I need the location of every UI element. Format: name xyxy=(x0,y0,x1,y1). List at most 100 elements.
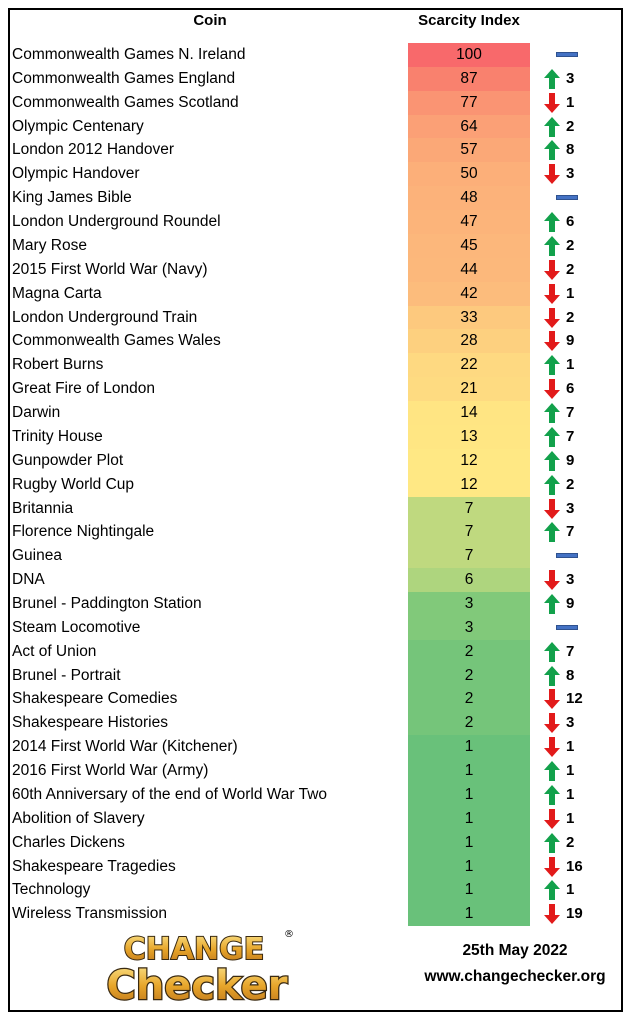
rank-change-value: 1 xyxy=(566,738,575,756)
scarcity-index-value: 3 xyxy=(408,592,530,616)
rank-change-value: 2 xyxy=(566,260,575,278)
table-row: Mary Rose 45 2 xyxy=(10,233,621,258)
scarcity-index-value: 1 xyxy=(408,830,530,855)
up-arrow-icon xyxy=(544,403,560,424)
table-row: Act of Union 2 7 xyxy=(10,639,621,664)
table-row: Olympic Centenary 64 2 xyxy=(10,114,621,139)
report-date: 25th May 2022 xyxy=(462,942,568,959)
table-row: Steam Locomotive 3 xyxy=(10,615,621,640)
table-row: London Underground Train 33 2 xyxy=(10,305,621,330)
table-row: 2016 First World War (Army) 1 1 xyxy=(10,759,621,783)
coin-column-header: Coin xyxy=(193,12,227,29)
table-row: 60th Anniversary of the end of World War… xyxy=(10,782,621,807)
up-arrow-icon xyxy=(544,68,560,89)
logo-line1: CHANGE xyxy=(124,932,265,967)
scarcity-index-value: 1 xyxy=(408,902,530,927)
down-arrow-icon xyxy=(544,259,560,280)
up-arrow-icon xyxy=(544,212,560,233)
rank-change-value: 9 xyxy=(566,451,575,469)
up-arrow-icon xyxy=(544,474,560,495)
scarcity-index-column-header: Scarcity Index xyxy=(418,12,520,29)
table-row: Shakespeare Comedies 2 12 xyxy=(10,687,621,712)
coin-name: Shakespeare Histories xyxy=(12,714,168,732)
up-arrow-icon xyxy=(544,355,560,376)
scarcity-index-value: 22 xyxy=(408,353,530,378)
coin-name: Commonwealth Games Wales xyxy=(12,332,221,350)
scarcity-index-value: 12 xyxy=(408,448,530,473)
scarcity-index-value: 47 xyxy=(408,210,530,234)
scarcity-index-value: 2 xyxy=(408,639,530,664)
scarcity-index-value: 7 xyxy=(408,520,530,545)
rank-change-value: 3 xyxy=(566,499,575,517)
rank-change-value: 16 xyxy=(566,857,583,875)
table-row: Great Fire of London 21 6 xyxy=(10,377,621,402)
down-arrow-icon xyxy=(544,737,560,758)
coin-name: Florence Nightingale xyxy=(12,523,155,541)
scarcity-index-value: 21 xyxy=(408,377,530,402)
coin-name: 2014 First World War (Kitchener) xyxy=(12,738,238,756)
table-row: Magna Carta 42 1 xyxy=(10,281,621,306)
up-arrow-icon xyxy=(544,641,560,662)
table-row: 2014 First World War (Kitchener) 1 1 xyxy=(10,735,621,760)
up-arrow-icon xyxy=(544,522,560,543)
table-row: Technology 1 1 xyxy=(10,878,621,903)
scarcity-index-value: 1 xyxy=(408,806,530,831)
no-change-dash-icon xyxy=(556,52,578,57)
rank-change-value: 2 xyxy=(566,117,575,135)
rank-change-value: 7 xyxy=(566,523,575,541)
scarcity-index-value: 28 xyxy=(408,329,530,354)
up-arrow-icon xyxy=(544,140,560,161)
rank-change-value: 2 xyxy=(566,833,575,851)
up-arrow-icon xyxy=(544,880,560,901)
rank-change-value: 1 xyxy=(566,356,575,374)
rank-change-value: 1 xyxy=(566,93,575,111)
scarcity-index-value: 12 xyxy=(408,472,530,497)
down-arrow-icon xyxy=(544,713,560,734)
website-url[interactable]: www.changechecker.org xyxy=(424,968,606,985)
table-row: Charles Dickens 1 2 xyxy=(10,830,621,855)
down-arrow-icon xyxy=(544,283,560,304)
coin-name: Gunpowder Plot xyxy=(12,451,124,469)
rank-change-value: 2 xyxy=(566,475,575,493)
coin-name: Britannia xyxy=(12,499,74,517)
table-row: Olympic Handover 50 3 xyxy=(10,162,621,187)
rank-change-value: 1 xyxy=(566,881,575,899)
down-arrow-icon xyxy=(544,307,560,328)
no-change-dash-icon xyxy=(556,624,578,630)
up-arrow-icon xyxy=(544,235,560,256)
coin-name: Brunel - Paddington Station xyxy=(12,595,202,612)
scarcity-index-value: 3 xyxy=(408,615,530,640)
coin-name: DNA xyxy=(12,571,45,589)
coin-name: Shakespeare Comedies xyxy=(12,690,178,708)
coin-name: Great Fire of London xyxy=(12,380,156,398)
scarcity-index-value: 50 xyxy=(408,162,530,187)
coin-name: London 2012 Handover xyxy=(12,141,175,159)
scarcity-index-value: 1 xyxy=(408,854,530,879)
scarcity-index-value: 45 xyxy=(408,233,530,258)
rank-change-value: 6 xyxy=(566,380,575,398)
down-arrow-icon xyxy=(544,689,560,710)
coin-name: Olympic Handover xyxy=(12,165,140,183)
coin-name: Guinea xyxy=(12,547,62,565)
scarcity-index-value: 42 xyxy=(408,281,530,306)
rank-change-value: 1 xyxy=(566,762,575,780)
down-arrow-icon xyxy=(544,498,560,519)
coin-name: Brunel - Portrait xyxy=(12,666,121,684)
down-arrow-icon xyxy=(544,164,560,185)
scarcity-index-value: 64 xyxy=(408,114,530,139)
up-arrow-icon xyxy=(544,832,560,853)
coin-name: Rugby World Cup xyxy=(12,475,135,493)
coin-name: Trinity House xyxy=(12,427,103,445)
rank-change-value: 8 xyxy=(566,666,575,684)
table-row: Rugby World Cup 12 2 xyxy=(10,472,621,497)
table-row: Commonwealth Games Wales 28 9 xyxy=(10,329,621,354)
rank-change-value: 7 xyxy=(566,642,575,660)
rank-change-value: 7 xyxy=(566,404,575,422)
table-row: Shakespeare Tragedies 1 16 xyxy=(10,854,621,879)
up-arrow-icon xyxy=(544,784,560,805)
coin-name: Charles Dickens xyxy=(12,833,125,851)
coin-name: King James Bible xyxy=(12,189,132,207)
scarcity-table-frame: Coin Scarcity Index Commonwealth Games N… xyxy=(8,8,623,1012)
down-arrow-icon xyxy=(544,570,560,591)
scarcity-index-value: 44 xyxy=(408,257,530,282)
